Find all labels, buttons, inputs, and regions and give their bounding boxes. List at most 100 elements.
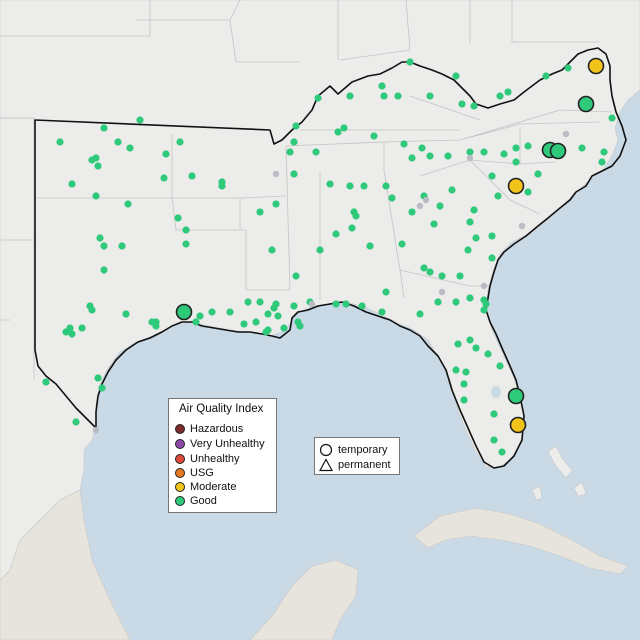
monitor-dot-good: [500, 150, 508, 158]
monitor-dot-good: [480, 306, 488, 314]
monitor-dot-good: [416, 310, 424, 318]
monitor-dot-good: [42, 378, 50, 386]
monitor-dot-good: [462, 368, 470, 376]
monitor-dot-good: [464, 246, 472, 254]
monitor-dot-good: [484, 350, 492, 358]
monitor-dot-good: [326, 180, 334, 188]
monitor-dot-good: [124, 200, 132, 208]
monitor-dot-good: [268, 246, 276, 254]
monitor-dot-good: [460, 380, 468, 388]
monitor-dot-good: [292, 122, 300, 130]
monitor-dot-good: [208, 308, 216, 316]
monitor-dot-good: [272, 200, 280, 208]
monitor-dot-good: [400, 140, 408, 148]
legend-label: Very Unhealthy: [190, 438, 265, 450]
monitor-dot-good: [244, 298, 252, 306]
monitor-dot-good: [218, 182, 226, 190]
legend-item-good: Good: [175, 494, 217, 508]
monitor-dot-good: [578, 144, 586, 152]
monitor-dot-good: [426, 152, 434, 160]
monitor-dot-good: [488, 254, 496, 262]
monitor-dot-good: [482, 300, 490, 308]
monitor-dot-good: [452, 366, 460, 374]
monitor-dot-good: [504, 88, 512, 96]
moderate-swatch-icon: [175, 482, 185, 492]
monitor-good: [577, 95, 595, 113]
legend-label: Moderate: [190, 481, 237, 493]
monitor-dot-good: [600, 148, 608, 156]
monitor-dot-good: [270, 304, 278, 312]
good-swatch-icon: [175, 496, 185, 506]
monitor-moderate: [507, 177, 525, 195]
monitor-type-legend: temporary permanent: [314, 437, 400, 475]
monitor-dot-good: [256, 298, 264, 306]
monitor-dot-good: [96, 234, 104, 242]
monitor-dot-good: [122, 310, 130, 318]
legend-item-moderate: Moderate: [175, 480, 236, 494]
monitor-dot-good: [92, 192, 100, 200]
monitor-dot-good: [290, 138, 298, 146]
monitor-dot-good: [420, 264, 428, 272]
aqi-legend-title: Air Quality Index: [179, 403, 264, 415]
monitor-dot-good: [470, 206, 478, 214]
temporary-label: temporary: [338, 444, 388, 456]
monitor-dot-good: [470, 102, 478, 110]
monitor-dot-good: [280, 324, 288, 332]
monitor-dot-good: [458, 100, 466, 108]
monitor-dot-good: [466, 148, 474, 156]
mexico-land: [0, 489, 131, 640]
monitor-dot-good: [314, 94, 322, 102]
monitor-dot-inactive: [92, 426, 100, 434]
monitor-dot-inactive: [438, 288, 446, 296]
legend-item-unhealthy: Unhealthy: [175, 452, 240, 466]
monitor-dot-good: [176, 138, 184, 146]
monitor-dot-good: [274, 312, 282, 320]
monitor-dot-good: [564, 64, 572, 72]
monitor-dot-good: [332, 300, 340, 308]
monitor-dot-inactive: [308, 300, 316, 308]
monitor-dot-good: [494, 192, 502, 200]
monitor-dot-good: [608, 114, 616, 122]
lake-okeechobee: [491, 386, 501, 398]
monitor-dot-good: [524, 142, 532, 150]
region-boundary: [34, 47, 627, 469]
monitor-dot-good: [382, 288, 390, 296]
monitor-moderate: [587, 57, 605, 75]
monitor-dot-good: [192, 318, 200, 326]
monitor-dot-good: [152, 318, 160, 326]
monitor-dot-good: [100, 266, 108, 274]
monitor-dot-inactive: [422, 196, 430, 204]
monitor-dot-good: [88, 306, 96, 314]
monitor-dot-good: [188, 172, 196, 180]
monitor-dot-good: [498, 448, 506, 456]
legend-item-temporary: temporary: [319, 443, 388, 457]
monitor-dot-good: [534, 170, 542, 178]
monitor-dot-good: [452, 298, 460, 306]
monitor-dots: [42, 58, 616, 456]
yucatan-land: [249, 559, 359, 640]
monitor-dot-good: [418, 144, 426, 152]
monitor-dot-good: [262, 328, 270, 336]
monitor-dot-good: [488, 172, 496, 180]
monitor-dot-good: [56, 138, 64, 146]
monitor-dot-good: [512, 158, 520, 166]
monitor-dot-inactive: [518, 222, 526, 230]
monitor-dot-good: [472, 344, 480, 352]
monitor-dot-good: [346, 92, 354, 100]
monitor-dot-good: [490, 410, 498, 418]
monitor-dot-good: [290, 170, 298, 178]
monitor-dot-inactive: [272, 170, 280, 178]
monitor-dot-good: [332, 230, 340, 238]
monitor-dot-good: [252, 318, 260, 326]
monitor-dot-good: [466, 294, 474, 302]
monitor-dot-good: [94, 374, 102, 382]
monitor-dot-good: [114, 138, 122, 146]
monitor-dot-good: [286, 148, 294, 156]
triangle-icon: [319, 458, 333, 472]
monitor-dot-good: [380, 92, 388, 100]
monitor-dot-good: [68, 180, 76, 188]
monitor-dot-inactive: [416, 202, 424, 210]
legend-label: Hazardous: [190, 423, 244, 435]
monitor-dot-good: [408, 208, 416, 216]
monitor-dot-good: [524, 188, 532, 196]
